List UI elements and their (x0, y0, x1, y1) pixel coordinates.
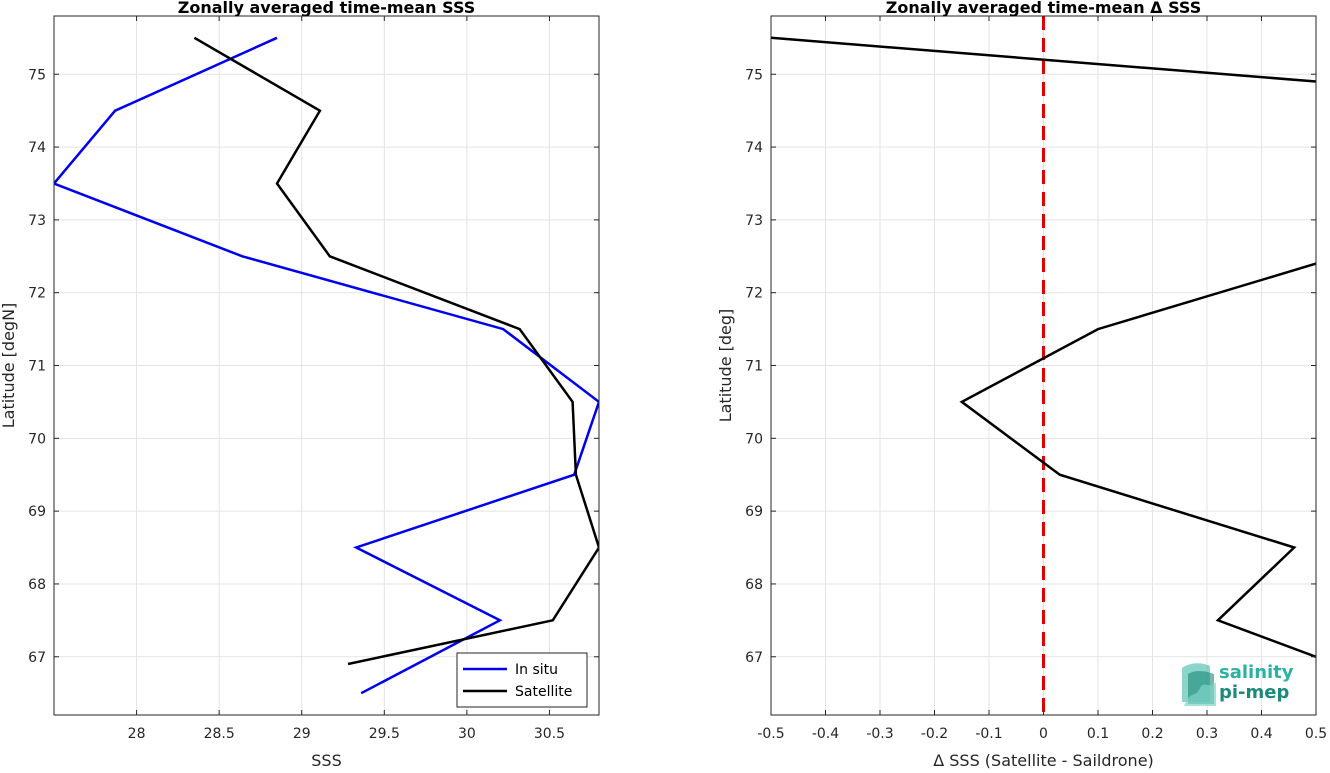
legend-box (456, 652, 588, 708)
logo-line1: salinity (1219, 662, 1294, 683)
x-tick-label: -0.2 (921, 726, 948, 742)
series-line-in-situ (54, 36, 599, 695)
y-tick-label: 67 (28, 650, 46, 666)
y-tick-label: 69 (745, 504, 763, 520)
x-tick-label: 29 (293, 726, 311, 742)
x-tick-label: 30.5 (534, 726, 565, 742)
y-tick-label: 73 (745, 213, 763, 229)
y-tick-label: 72 (28, 286, 46, 302)
y-tick-label: 70 (745, 431, 763, 447)
left-panel-sss: 28 28.5 29 29.5 30 30.5 67 68 69 70 71 72 73 74 75 Zona… (0, 0, 600, 770)
y-tick-label: 73 (28, 213, 46, 229)
series-line-0 (959, 262, 1316, 658)
x-tick-label: 0.2 (1141, 726, 1163, 742)
y-tick-label: 72 (745, 286, 763, 302)
logo-waves-icon (1182, 663, 1216, 706)
x-tick-label: -0.1 (975, 726, 1002, 742)
x-tick-label: 28.5 (204, 726, 235, 742)
y-tick-label: 74 (745, 140, 763, 156)
x-tick-label: 0.3 (1196, 726, 1218, 742)
x-tick-label: 29.5 (369, 726, 400, 742)
legend-label: In situ (515, 662, 558, 678)
y-tick-label: 74 (28, 140, 46, 156)
y-tick-label: 70 (28, 431, 46, 447)
y-tick-label: 69 (28, 504, 46, 520)
y-axis-label: Latitude [degN] (0, 303, 18, 429)
y-tick-label: 68 (745, 577, 763, 593)
x-tick-label: -0.3 (866, 726, 893, 742)
chart-title: Zonally averaged time-mean Δ SSS (886, 0, 1202, 17)
logo-line2: pi-mep (1219, 682, 1289, 703)
x-tick-label: -0.4 (812, 726, 839, 742)
legend: In situ Satellite (456, 652, 588, 708)
chart-title: Zonally averaged time-mean SSS (178, 0, 476, 17)
y-tick-label: 68 (28, 577, 46, 593)
y-tick-label: 67 (745, 650, 763, 666)
y-tick-label: 75 (745, 67, 763, 83)
series-line-satellite (193, 36, 599, 666)
x-tick-label: 30 (458, 726, 476, 742)
right-panel-delta-sss: -0.5 -0.4 -0.3 -0.2 -0.1 0 0.1 0.2 0.3 0.4 0.5 67 68… (716, 0, 1327, 770)
x-tick-label: 0.1 (1087, 726, 1109, 742)
legend-label: Satellite (515, 684, 572, 700)
x-tick-label: 0.4 (1250, 726, 1272, 742)
x-tick-label: 0 (1039, 726, 1048, 742)
y-axis-label: Latitude [deg] (716, 309, 735, 423)
x-tick-label: 0.5 (1305, 726, 1327, 742)
y-tick-label: 75 (28, 67, 46, 83)
x-axis-label: Δ SSS (Satellite - Saildrone) (933, 751, 1154, 769)
series-line-1 (771, 36, 1316, 83)
salinity-pi-mep-logo: salinity pi-mep (1182, 662, 1294, 706)
x-tick-label: 28 (128, 726, 146, 742)
x-tick-label: -0.5 (757, 726, 784, 742)
y-tick-label: 71 (745, 359, 763, 375)
x-axis-label: SSS (311, 751, 341, 769)
y-tick-label: 71 (28, 359, 46, 375)
